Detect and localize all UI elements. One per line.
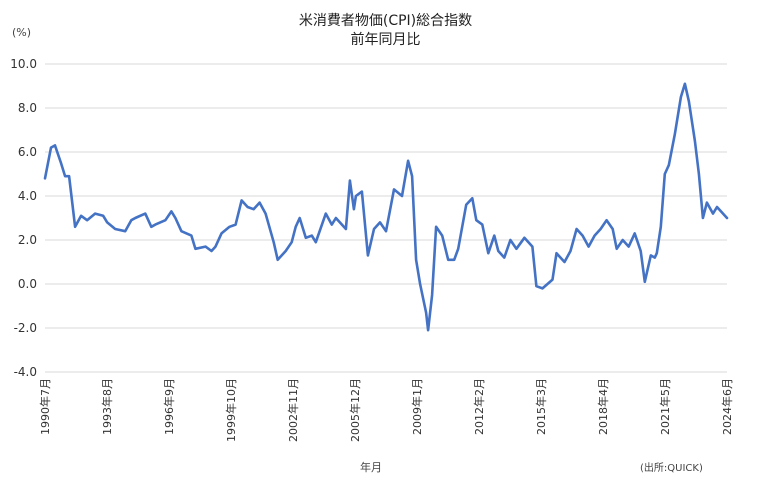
- y-tick-label: 8.0: [18, 101, 37, 115]
- x-tick-label: 2009年1月: [410, 378, 424, 435]
- y-tick-label: 0.0: [18, 277, 37, 291]
- x-tick-label: 2015年3月: [534, 378, 548, 435]
- source-note: (出所:QUICK): [640, 463, 703, 474]
- x-tick-label: 2024年6月: [720, 378, 734, 435]
- x-tick-label: 1993年8月: [100, 378, 114, 435]
- y-tick-label: -2.0: [14, 321, 37, 335]
- x-axis-ticks: 1990年7月 1993年8月 1996年9月 1999年10月 2002年11月 200…: [38, 378, 734, 442]
- y-axis-label: (%): [12, 26, 32, 39]
- x-tick-label: 1999年10月: [224, 378, 238, 442]
- chart-title: 米消費者物価(CPI)総合指数: [298, 13, 473, 29]
- x-tick-label: 2021年5月: [658, 378, 672, 435]
- x-tick-label: 1996年9月: [162, 378, 176, 435]
- series-line-cpi: [43, 82, 729, 332]
- chart-subtitle: 前年同月比: [350, 32, 421, 48]
- x-tick-label: 2012年2月: [472, 378, 486, 435]
- y-tick-label: 6.0: [18, 145, 37, 159]
- gridlines: [45, 63, 727, 373]
- y-tick-label: -4.0: [14, 365, 37, 379]
- y-axis-ticks: 10.0 8.0 6.0 4.0 2.0 0.0 -2.0 -4.0: [10, 57, 37, 379]
- x-axis-label: 年月: [360, 461, 382, 474]
- x-tick-label: 1990年7月: [38, 378, 52, 435]
- y-tick-label: 4.0: [18, 189, 37, 203]
- x-tick-label: 2002年11月: [286, 378, 300, 442]
- x-tick-label: 2018年4月: [596, 378, 610, 435]
- x-tick-label: 2005年12月: [348, 378, 362, 442]
- y-tick-label: 2.0: [18, 233, 37, 247]
- y-tick-label: 10.0: [10, 57, 37, 71]
